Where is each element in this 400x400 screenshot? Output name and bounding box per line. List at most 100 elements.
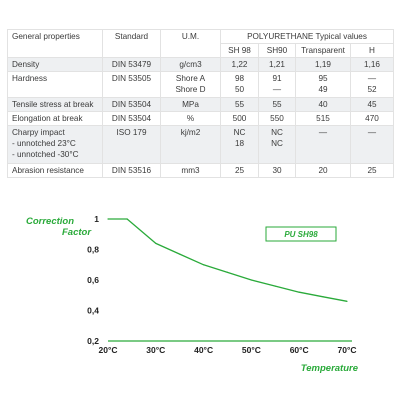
property-text: Charpy impact	[12, 128, 65, 137]
cell-standard: ISO 179	[102, 125, 161, 164]
legend-box	[265, 226, 337, 242]
cell-property: Abrasion resistance	[7, 163, 103, 178]
value-text: 18	[234, 139, 245, 148]
correction-factor-chart: Correction Factor 1 0,8 0,6 0,4 0,2 20°C 30°C…	[26, 214, 359, 374]
cell-value: 470	[349, 111, 395, 126]
cell-property: Hardness	[7, 71, 103, 98]
cell-standard: DIN 53479	[102, 57, 161, 72]
property-text: Elongation at break	[12, 114, 83, 123]
cell-um: Shore A Shore D	[160, 71, 221, 98]
value-text: 515	[316, 114, 330, 123]
y-axis-title-line2: Factor	[62, 227, 92, 238]
subheader-2: Transparent	[295, 43, 351, 58]
value-text: 1,22	[231, 60, 248, 69]
data-point	[322, 296, 324, 298]
value-text: —	[318, 128, 328, 137]
header-property: General properties	[7, 29, 103, 58]
subheader-1: SH90	[258, 43, 296, 58]
data-point	[250, 279, 252, 281]
value-text: 25	[234, 166, 245, 175]
cell-um: %	[160, 111, 221, 126]
cell-um: MPa	[160, 97, 221, 112]
value-text: 55	[234, 100, 245, 109]
value-text: 20	[318, 166, 328, 175]
legend-label: PU SH98	[284, 230, 318, 239]
x-tick-label: 40°C	[194, 345, 213, 355]
um-text: Shore A	[175, 74, 206, 83]
cell-value: 55	[258, 97, 296, 112]
cell-value: 98 50	[220, 71, 259, 98]
cell-value: 1,16	[349, 57, 395, 72]
cell-property: Charpy impact - unnotched 23°C - unnotch…	[7, 125, 103, 164]
y-tick-label: 0,6	[87, 275, 99, 285]
value-text: 470	[365, 114, 379, 123]
data-point	[179, 253, 181, 255]
cell-standard: DIN 53505	[102, 71, 161, 98]
value-text: 52	[367, 85, 377, 94]
property-text: - unnotched 23°C	[12, 139, 76, 148]
um-text: g/cm3	[179, 60, 202, 69]
value-text: 1,21	[269, 60, 285, 69]
value-text: 98	[234, 74, 245, 83]
x-tick-label: 70°C	[338, 345, 357, 355]
table-row: Hardness DIN 53505 Shore A Shore D 98 50 91 — 95…	[7, 71, 395, 98]
y-tick-label: 0,8	[87, 245, 99, 255]
value-text: 45	[367, 100, 377, 109]
header-standard: Standard	[102, 29, 161, 58]
table-header-row: General properties Standard U.M. POLYURETHA…	[7, 29, 395, 58]
x-tick-label: 20°C	[99, 345, 118, 355]
value-text: 49	[318, 85, 328, 94]
property-text: Abrasion resistance	[12, 166, 84, 175]
data-point	[274, 285, 276, 287]
value-text: 1,19	[315, 60, 331, 69]
cell-property: Tensile stress at break	[7, 97, 103, 112]
cell-value: 1,22	[220, 57, 259, 72]
y-axis-title-line1: Correction	[26, 216, 74, 227]
cell-value: 20	[295, 163, 351, 178]
cell-value: NC NC	[258, 125, 296, 164]
cell-um: kj/m2	[160, 125, 221, 164]
value-text: NC	[271, 139, 283, 148]
cell-value: 25	[349, 163, 395, 178]
subheader-0: SH 98	[220, 43, 259, 58]
cell-property: Elongation at break	[7, 111, 103, 126]
cell-property: Density	[7, 57, 103, 72]
table-row: Abrasion resistance DIN 53516 mm3 25 30 20 25	[7, 163, 395, 178]
properties-table: General properties Standard U.M. POLYURETHA…	[7, 29, 395, 178]
property-text: Tensile stress at break	[12, 100, 94, 109]
cell-standard: DIN 53504	[102, 111, 161, 126]
value-text: 550	[270, 114, 284, 123]
value-text: —	[367, 74, 377, 83]
table-subheader-row: SH 98 SH90 Transparent H	[8, 43, 395, 58]
value-text: 55	[272, 100, 282, 109]
cell-value: 55	[220, 97, 259, 112]
table-row: Density DIN 53479 g/cm3 1,22 1,21 1,19 1,16	[7, 57, 395, 72]
cell-value: 25	[220, 163, 259, 178]
cell-standard: DIN 53516	[102, 163, 161, 178]
um-text: kj/m2	[180, 128, 201, 137]
value-text: 95	[318, 74, 328, 83]
x-tick-label: 50°C	[242, 345, 261, 355]
data-point	[226, 271, 229, 273]
data-point	[346, 300, 348, 302]
um-text: Shore D	[175, 85, 206, 94]
value-text: 40	[318, 100, 328, 109]
property-text: Density	[12, 60, 40, 69]
data-point	[155, 242, 157, 244]
um-text: MPa	[182, 100, 199, 109]
cell-standard: DIN 53504	[102, 97, 161, 112]
value-text: NC	[271, 128, 283, 137]
cell-value: 95 49	[295, 71, 351, 98]
table-row: Tensile stress at break DIN 53504 MPa 55 55 4…	[7, 97, 395, 112]
property-text: Hardness	[12, 74, 48, 83]
data-point	[203, 264, 205, 266]
um-text: %	[186, 114, 195, 123]
value-text: 91	[272, 74, 282, 83]
table-row: Charpy impact - unnotched 23°C - unnotch…	[7, 125, 395, 164]
value-text: —	[272, 85, 282, 94]
value-text: NC	[233, 128, 246, 137]
table-row: Elongation at break DIN 53504% 500 550 515 47…	[7, 111, 395, 126]
value-text: 30	[272, 166, 282, 175]
value-text: 1,16	[364, 60, 380, 69]
cell-um: mm3	[160, 163, 221, 178]
